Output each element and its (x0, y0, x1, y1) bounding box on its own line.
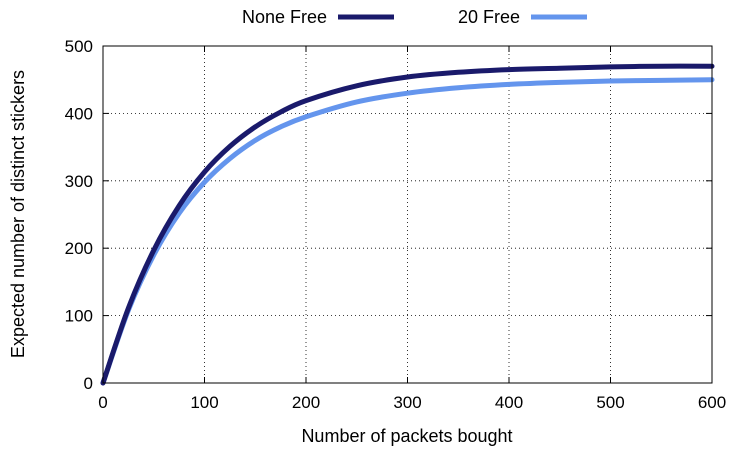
y-axis-label: Expected number of distinct stickers (8, 70, 28, 358)
series-layer (100, 63, 715, 386)
legend-label-20-free: 20 Free (458, 7, 520, 27)
y-tick-label: 400 (65, 104, 93, 123)
legend-label-none-free: None Free (242, 7, 327, 27)
x-tick-label: 400 (495, 393, 523, 412)
series-line-20-free (100, 77, 715, 386)
y-tick-label: 0 (84, 374, 93, 393)
y-tick-label: 300 (65, 172, 93, 191)
y-tick-label: 100 (65, 307, 93, 326)
x-tick-label: 300 (393, 393, 421, 412)
x-tick-label: 500 (596, 393, 624, 412)
x-tick-label: 0 (98, 393, 107, 412)
legend: None Free 20 Free (242, 7, 587, 27)
x-tick-label: 100 (190, 393, 218, 412)
y-tick-label: 500 (65, 37, 93, 56)
grid-lines (103, 46, 712, 383)
x-tick-label: 600 (698, 393, 726, 412)
x-axis-label: Number of packets bought (301, 426, 512, 446)
x-tick-label: 200 (292, 393, 320, 412)
axis-ticks: 0 100 200 300 400 500 600 0 100 200 300 400 500 (65, 37, 727, 412)
y-tick-label: 200 (65, 239, 93, 258)
series-line-none-free (100, 63, 715, 386)
